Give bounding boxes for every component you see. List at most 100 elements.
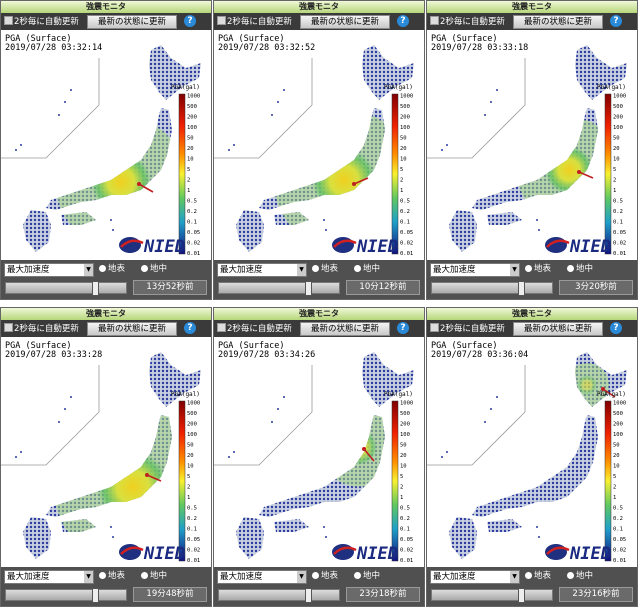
scale-label: 2 [400, 178, 403, 184]
scale-label: 0.05 [613, 230, 626, 236]
radio-label: 地中 [363, 571, 381, 581]
window-title: 強震モニタ [1, 308, 211, 320]
checkbox-box[interactable] [4, 323, 13, 332]
radio-dot[interactable] [99, 572, 106, 579]
radio-dot[interactable] [141, 572, 148, 579]
slider-knob[interactable] [305, 281, 312, 296]
select-arrow[interactable]: ▼ [297, 264, 306, 276]
auto-update-checkbox[interactable]: 2秒毎に自動更新 [217, 16, 292, 28]
measure-select[interactable]: 最大加速度 ▼ [217, 263, 307, 277]
japan-map [1, 352, 201, 562]
radio-surface[interactable]: 地表 [525, 264, 551, 275]
toolbar: 2秒毎に自動更新 最新の状態に更新? [214, 13, 424, 30]
radio-dot[interactable] [99, 265, 106, 272]
radio-surface[interactable]: 地表 [99, 571, 125, 582]
time-slider[interactable] [5, 588, 127, 603]
slider-knob[interactable] [305, 588, 312, 603]
help-button[interactable]: ? [610, 15, 622, 27]
help-button[interactable]: ? [184, 322, 196, 334]
checkbox-box[interactable] [430, 323, 439, 332]
scale-label: 2 [613, 178, 616, 184]
checkbox-box[interactable] [430, 16, 439, 25]
slider-knob[interactable] [518, 281, 525, 296]
radio-surface[interactable]: 地表 [99, 264, 125, 275]
checkbox-box[interactable] [217, 323, 226, 332]
layer-label: PGA (Surface) [218, 341, 285, 351]
measure-select[interactable]: 最大加速度 ▼ [4, 263, 94, 277]
radio-underground[interactable]: 地中 [567, 571, 593, 582]
slider-knob[interactable] [518, 588, 525, 603]
measure-select[interactable]: 最大加速度 ▼ [430, 263, 520, 277]
auto-update-checkbox[interactable]: 2秒毎に自動更新 [4, 16, 79, 28]
select-arrow[interactable]: ▼ [297, 571, 306, 583]
radio-dot[interactable] [567, 572, 574, 579]
scale-label: 1000 [400, 94, 413, 100]
refresh-button[interactable]: 最新の状態に更新 [513, 322, 603, 336]
auto-update-checkbox[interactable]: 2秒毎に自動更新 [430, 16, 505, 28]
time-slider[interactable] [431, 588, 553, 603]
select-arrow[interactable]: ▼ [84, 264, 93, 276]
scale-unit: PGA(gal) [171, 84, 200, 91]
measure-select[interactable]: 最大加速度 ▼ [217, 570, 307, 584]
select-arrow[interactable]: ▼ [510, 571, 519, 583]
nied-logo: NIED [143, 237, 185, 257]
slider-knob[interactable] [92, 588, 99, 603]
refresh-button[interactable]: 最新の状態に更新 [513, 15, 603, 29]
japan-map [1, 45, 201, 255]
radio-dot[interactable] [312, 265, 319, 272]
time-slider[interactable] [218, 281, 340, 296]
radio-dot[interactable] [312, 572, 319, 579]
auto-update-checkbox[interactable]: 2秒毎に自動更新 [430, 323, 505, 335]
time-slider[interactable] [431, 281, 553, 296]
radio-underground[interactable]: 地中 [567, 264, 593, 275]
refresh-button[interactable]: 最新の状態に更新 [87, 322, 177, 336]
auto-update-checkbox[interactable]: 2秒毎に自動更新 [4, 323, 79, 335]
select-arrow[interactable]: ▼ [84, 571, 93, 583]
radio-underground[interactable]: 地中 [141, 264, 167, 275]
radio-dot[interactable] [354, 265, 361, 272]
radio-surface[interactable]: 地表 [312, 264, 338, 275]
timestamp: 2019/07/28 03:33:28 [5, 350, 102, 360]
radio-dot[interactable] [567, 265, 574, 272]
radio-underground[interactable]: 地中 [354, 264, 380, 275]
scale-label: 200 [613, 422, 623, 428]
radio-surface[interactable]: 地表 [525, 571, 551, 582]
control-bar: 最大加速度 ▼ 地表 地中 23分18秒前 [214, 567, 424, 606]
scale-label: 0.02 [613, 241, 626, 247]
refresh-button[interactable]: 最新の状態に更新 [87, 15, 177, 29]
radio-underground[interactable]: 地中 [354, 571, 380, 582]
scale-label: 0.01 [400, 558, 413, 564]
refresh-button[interactable]: 最新の状態に更新 [300, 15, 390, 29]
measure-select[interactable]: 最大加速度 ▼ [4, 570, 94, 584]
auto-update-checkbox[interactable]: 2秒毎に自動更新 [217, 323, 292, 335]
help-button[interactable]: ? [610, 322, 622, 334]
scale-label: 0.05 [400, 230, 413, 236]
scale-label: 0.5 [400, 506, 410, 512]
help-button[interactable]: ? [397, 15, 409, 27]
scale-label: 0.2 [187, 516, 197, 522]
map-area: PGA (Surface) 2019/07/28 03:33:18 PGA(gal)… [427, 30, 637, 260]
measure-select[interactable]: 最大加速度 ▼ [430, 570, 520, 584]
window-title: 強震モニタ [1, 1, 211, 13]
slider-knob[interactable] [92, 281, 99, 296]
scale-label: 0.05 [400, 537, 413, 543]
checkbox-box[interactable] [4, 16, 13, 25]
checkbox-box[interactable] [217, 16, 226, 25]
time-slider[interactable] [218, 588, 340, 603]
scale-label: 200 [187, 115, 197, 121]
radio-surface[interactable]: 地表 [312, 571, 338, 582]
scale-label: 20 [187, 453, 194, 459]
radio-underground[interactable]: 地中 [141, 571, 167, 582]
select-arrow[interactable]: ▼ [510, 264, 519, 276]
radio-dot[interactable] [525, 572, 532, 579]
radio-dot[interactable] [141, 265, 148, 272]
help-button[interactable]: ? [397, 322, 409, 334]
scale-label: 0.5 [187, 199, 197, 205]
refresh-button[interactable]: 最新の状態に更新 [300, 322, 390, 336]
timestamp: 2019/07/28 03:32:52 [218, 43, 315, 53]
time-slider[interactable] [5, 281, 127, 296]
radio-dot[interactable] [525, 265, 532, 272]
help-button[interactable]: ? [184, 15, 196, 27]
radio-dot[interactable] [354, 572, 361, 579]
